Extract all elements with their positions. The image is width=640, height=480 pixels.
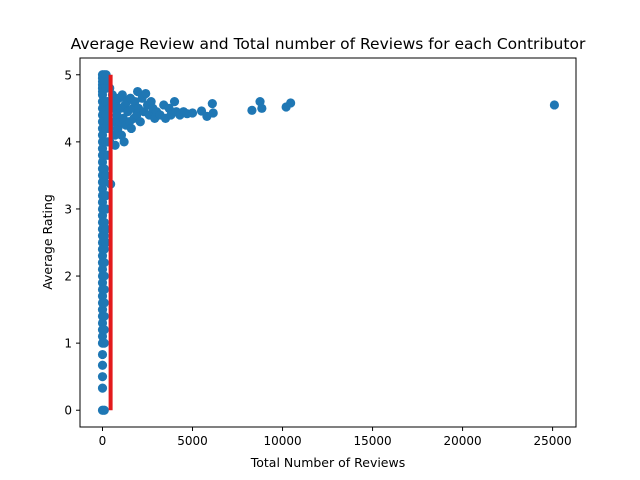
scatter-point-125: [141, 88, 151, 99]
x-tick-label: 25000: [534, 434, 572, 448]
x-tick-label: 15000: [353, 434, 391, 448]
chart-title: Average Review and Total number of Revie…: [71, 35, 586, 53]
scatter-point-44: [97, 349, 108, 360]
scatter-point-81: [101, 204, 111, 214]
scatter-point-65: [99, 271, 109, 281]
scatter-point-68: [99, 311, 109, 321]
x-tick-label: 5000: [177, 434, 208, 448]
scatter-point-137: [169, 97, 180, 107]
x-axis-label: Total Number of Reviews: [250, 455, 406, 470]
scatter-point-47: [97, 383, 108, 393]
y-axis: 0 1 2 3 4 5: [64, 68, 80, 418]
scatter-point-122: [135, 117, 145, 127]
scatter-point-146: [208, 108, 218, 118]
y-tick-label: 5: [64, 68, 72, 82]
scatter-point-69: [99, 325, 109, 335]
scatter-point-147: [247, 105, 257, 115]
y-tick-label: 0: [64, 404, 72, 418]
scatter-point-45: [97, 360, 108, 370]
scatter-point-142: [187, 108, 198, 118]
y-axis-label: Average Rating: [40, 194, 55, 290]
plot-area-frame: [79, 57, 577, 428]
x-tick-label: 0: [99, 434, 107, 448]
x-tick-label: 10000: [263, 434, 301, 448]
scatter-point-80: [101, 190, 111, 201]
scatter-point-98: [110, 140, 120, 150]
scatter-point-67: [99, 298, 109, 308]
scatter-point-66: [99, 284, 109, 295]
y-tick-label: 2: [64, 270, 72, 284]
scatter-point-46: [97, 372, 108, 382]
scatter-point-108: [119, 137, 129, 147]
y-tick-label: 4: [64, 135, 72, 149]
scatter-point-120: [133, 86, 143, 97]
scatter-point-79: [101, 170, 111, 181]
scatter-point-149: [257, 103, 267, 113]
scatter-point-106: [117, 90, 127, 100]
x-tick-label: 20000: [443, 434, 481, 448]
y-tick-label: 1: [64, 337, 72, 351]
scatter-point-115: [126, 123, 136, 134]
y-tick-label: 3: [64, 202, 72, 216]
scatter-point-145: [207, 99, 217, 109]
scatter-point-152: [549, 100, 560, 110]
scatter-point-64: [99, 258, 109, 268]
scatter-point-71: [99, 405, 109, 415]
scatter-point-82: [101, 224, 111, 234]
x-axis: 0 5000 10000 15000 20000 25000: [99, 427, 572, 448]
scatter-point-83: [101, 237, 111, 248]
scatter-point-151: [286, 98, 296, 108]
scatter-point-70: [99, 338, 109, 348]
